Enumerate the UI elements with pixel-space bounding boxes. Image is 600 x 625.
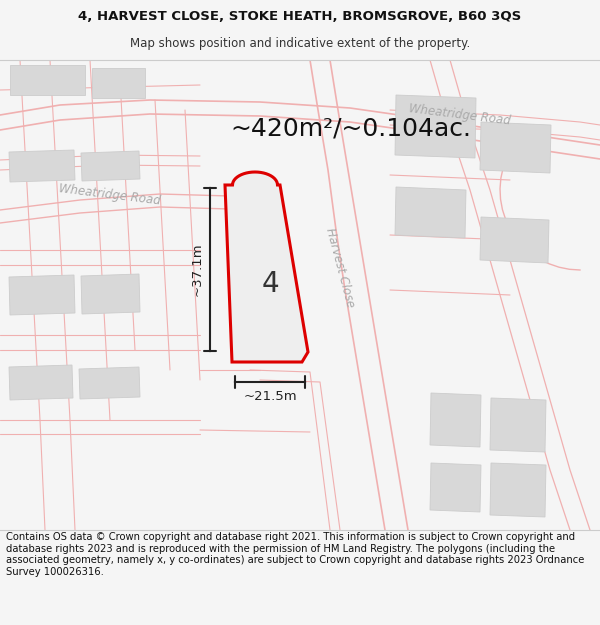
Polygon shape bbox=[480, 122, 551, 173]
Polygon shape bbox=[92, 68, 145, 98]
Polygon shape bbox=[395, 187, 466, 238]
Text: Wheatridge Road: Wheatridge Road bbox=[58, 182, 161, 208]
Text: ~37.1m: ~37.1m bbox=[191, 242, 203, 296]
Polygon shape bbox=[395, 95, 476, 158]
Text: Harvest Close: Harvest Close bbox=[323, 227, 357, 309]
Text: 4: 4 bbox=[261, 269, 279, 298]
Text: ~420m²/~0.104ac.: ~420m²/~0.104ac. bbox=[230, 116, 471, 140]
Polygon shape bbox=[9, 150, 75, 182]
Text: Map shows position and indicative extent of the property.: Map shows position and indicative extent… bbox=[130, 37, 470, 50]
Polygon shape bbox=[490, 463, 546, 517]
Polygon shape bbox=[430, 393, 481, 447]
Polygon shape bbox=[81, 274, 140, 314]
Text: 4, HARVEST CLOSE, STOKE HEATH, BROMSGROVE, B60 3QS: 4, HARVEST CLOSE, STOKE HEATH, BROMSGROV… bbox=[79, 10, 521, 23]
Text: Wheatridge Road: Wheatridge Road bbox=[409, 102, 512, 127]
Polygon shape bbox=[430, 463, 481, 512]
Polygon shape bbox=[9, 365, 73, 400]
Text: Contains OS data © Crown copyright and database right 2021. This information is : Contains OS data © Crown copyright and d… bbox=[6, 532, 584, 577]
Polygon shape bbox=[81, 151, 140, 181]
Polygon shape bbox=[225, 172, 308, 362]
Polygon shape bbox=[490, 398, 546, 452]
Polygon shape bbox=[79, 367, 140, 399]
Text: ~21.5m: ~21.5m bbox=[243, 391, 297, 404]
Polygon shape bbox=[10, 65, 85, 95]
Polygon shape bbox=[9, 275, 75, 315]
Polygon shape bbox=[480, 217, 549, 263]
